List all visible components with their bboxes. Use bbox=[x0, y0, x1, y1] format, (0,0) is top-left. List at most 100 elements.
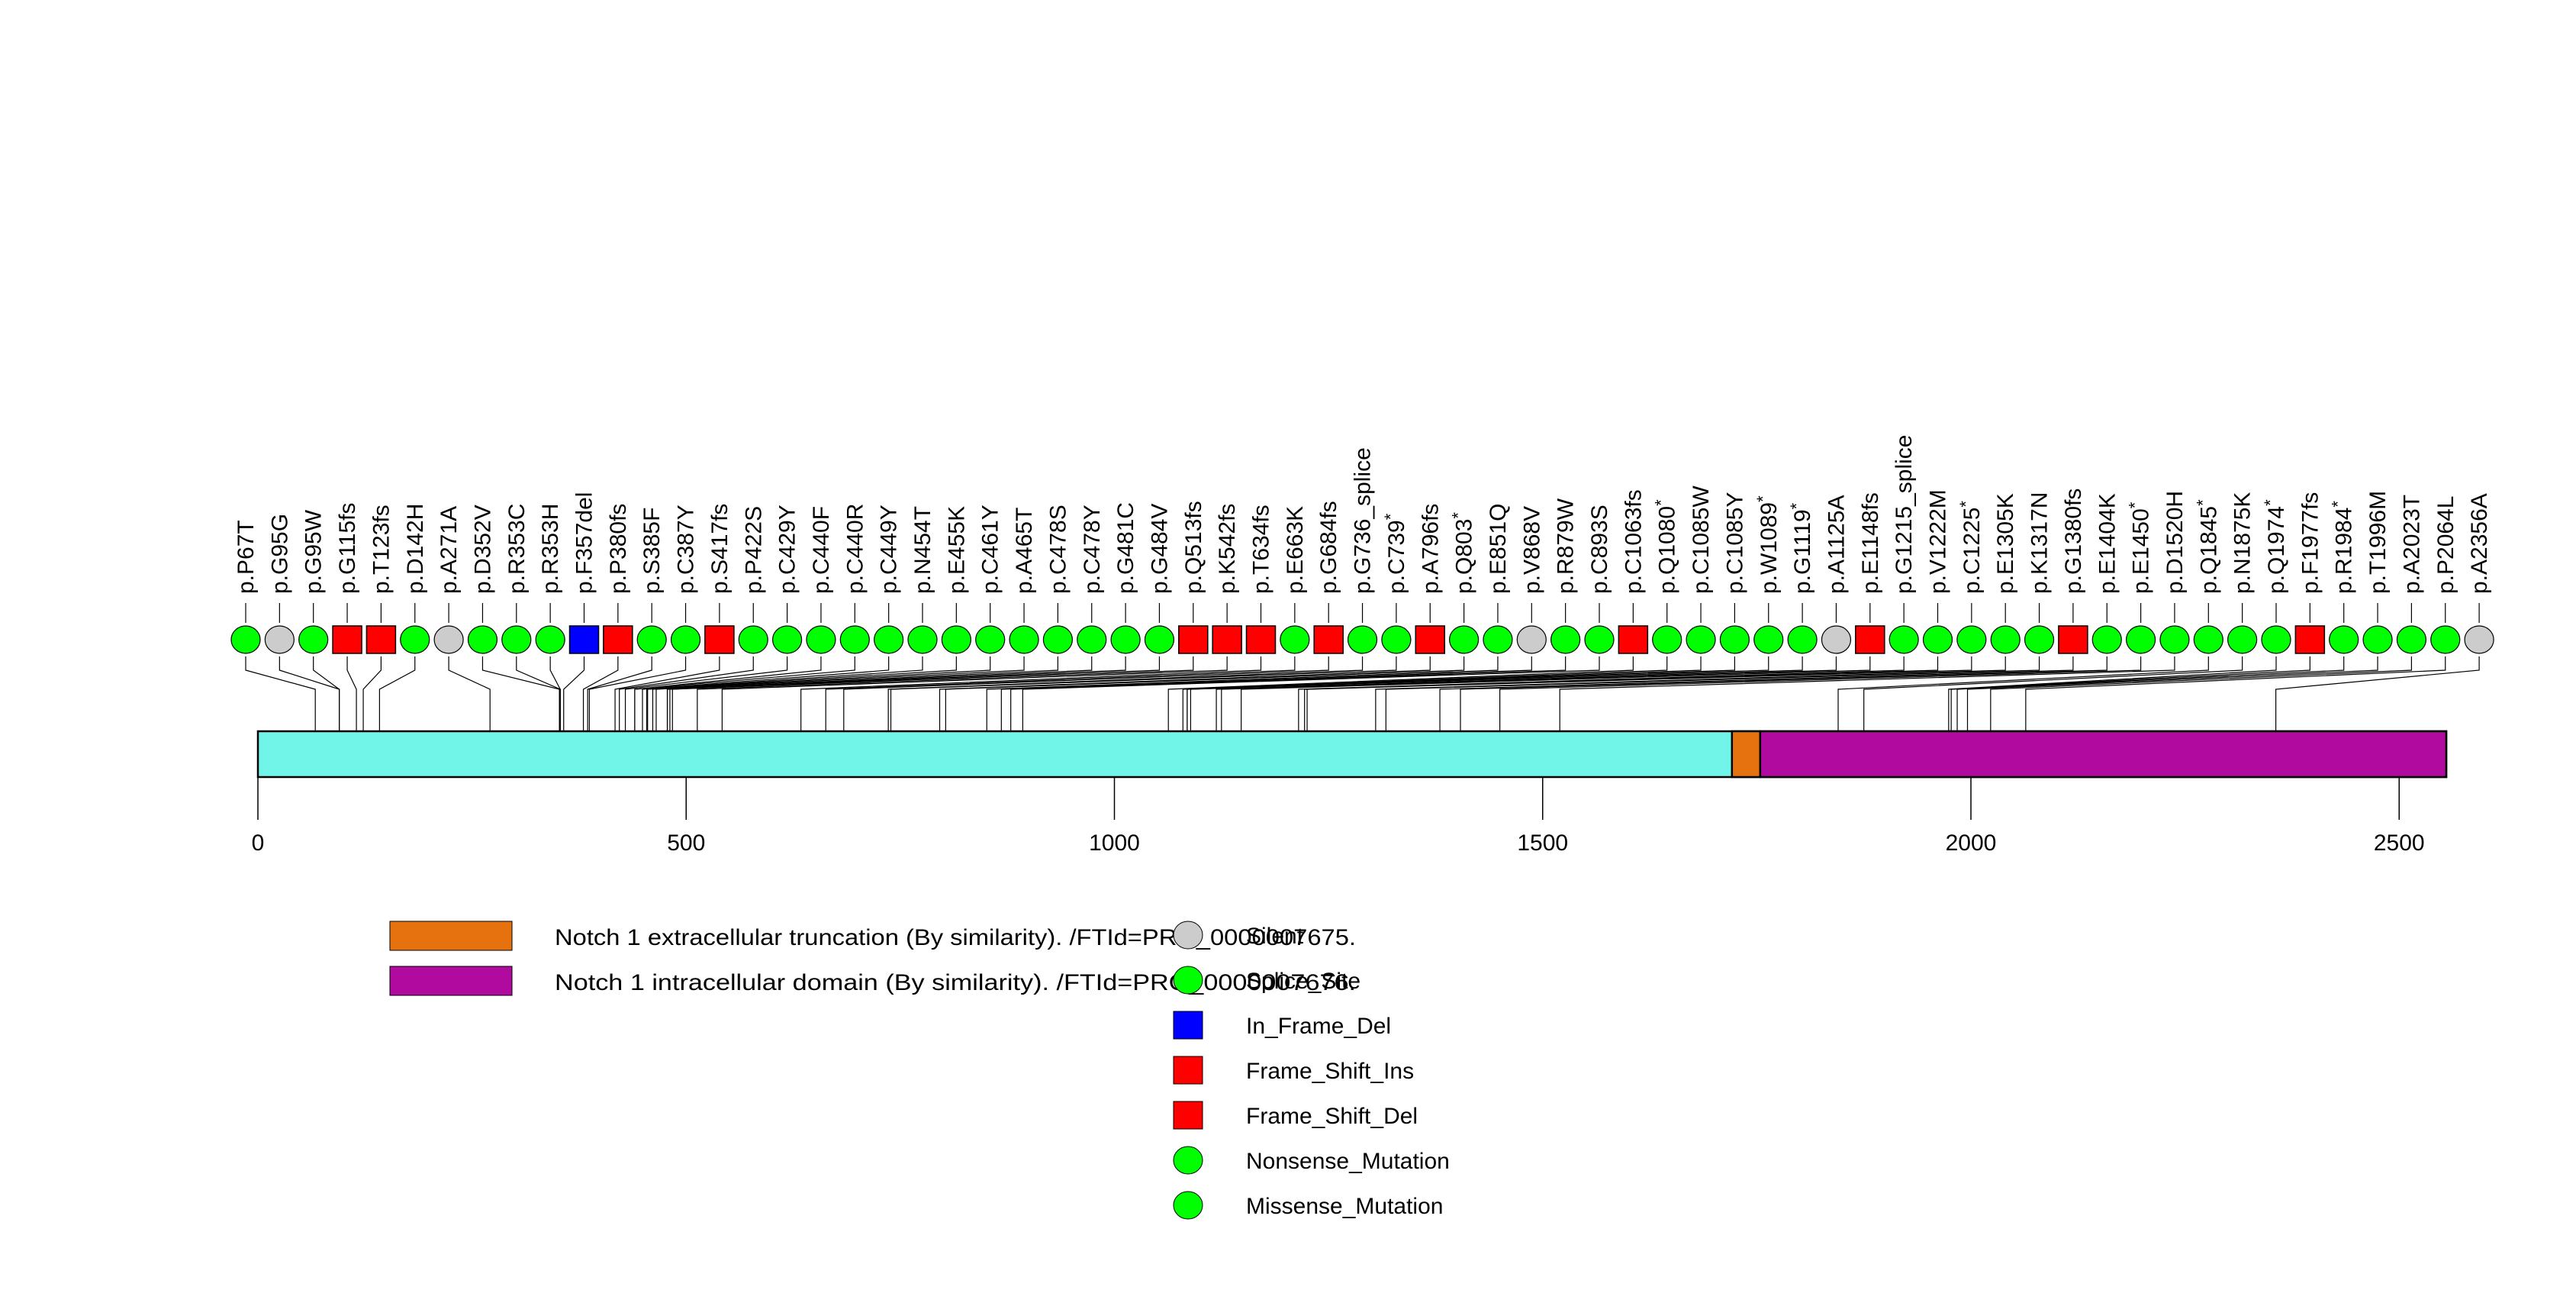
mutation-label: p.G95G bbox=[267, 514, 292, 594]
mutation-label: p.R353C bbox=[504, 504, 530, 594]
mutation-label: p.S385F bbox=[639, 508, 665, 594]
mutation-label: p.C478Y bbox=[1080, 505, 1105, 594]
mutation-label: p.E1450* bbox=[2126, 501, 2154, 594]
mutation-marker bbox=[365, 625, 397, 654]
mutation-marker bbox=[1719, 625, 1750, 654]
mutation-marker bbox=[298, 625, 329, 654]
mutation-marker bbox=[1787, 625, 1818, 654]
legend-type-swatch bbox=[1173, 1011, 1203, 1040]
legend-type-label: In_Frame_Del bbox=[1246, 1014, 1391, 1039]
x-tick-label: 1000 bbox=[1089, 830, 1140, 856]
mutation-marker bbox=[400, 625, 430, 654]
mutation-label: p.R879W bbox=[1554, 498, 1579, 594]
x-tick-label: 500 bbox=[667, 830, 705, 856]
mutation-marker bbox=[1245, 625, 1277, 654]
mutation-label: p.C1063fs bbox=[1621, 489, 1646, 594]
mutation-label: p.R1984* bbox=[2329, 501, 2357, 594]
mutation-marker bbox=[1753, 625, 1784, 654]
mutation-label: p.P67T bbox=[233, 520, 259, 594]
mutation-label: p.G95W bbox=[301, 509, 327, 594]
mutation-marker bbox=[535, 625, 565, 654]
mutation-marker bbox=[670, 625, 701, 654]
mutation-marker bbox=[1686, 625, 1716, 654]
mutation-label: p.E1404K bbox=[2095, 493, 2120, 594]
mutation-marker bbox=[771, 625, 803, 654]
mutation-label: p.G736_splice bbox=[1351, 447, 1376, 594]
mutation-marker bbox=[1212, 625, 1242, 654]
domain-0 bbox=[1731, 730, 1762, 779]
mutation-label: p.V868V bbox=[1519, 506, 1544, 594]
mutation-marker bbox=[2193, 625, 2223, 654]
mutation-label: p.E1148fs bbox=[1858, 492, 1883, 594]
x-tick-label: 1500 bbox=[1517, 830, 1568, 856]
mutation-marker bbox=[1280, 625, 1310, 654]
mutation-marker bbox=[467, 625, 498, 654]
mutation-label: p.G484V bbox=[1147, 504, 1172, 594]
mutation-marker bbox=[2261, 625, 2291, 654]
mutation-label: p.A465T bbox=[1012, 508, 1037, 594]
mutation-marker bbox=[2024, 625, 2055, 654]
mutation-label: p.P2064L bbox=[2433, 496, 2458, 594]
mutation-label: p.A271A bbox=[436, 506, 462, 594]
mutation-marker bbox=[1347, 625, 1378, 654]
mutation-marker bbox=[1652, 625, 1682, 654]
mutation-labels: p.P67T p.G95G p.G95W p.G115fs p.T123fs p.D142… bbox=[233, 435, 2492, 594]
mutation-marker bbox=[1956, 625, 1987, 654]
mutation-marker bbox=[907, 625, 938, 654]
mutation-marker bbox=[1922, 625, 1953, 654]
legend: Notch 1 extracellular truncation (By sim… bbox=[389, 921, 1450, 1220]
legend-type-swatch bbox=[1173, 1056, 1203, 1085]
mutation-marker bbox=[2091, 625, 2122, 654]
mutation-label: p.D352V bbox=[470, 505, 495, 594]
mutation-marker bbox=[636, 625, 667, 654]
legend-type-swatch bbox=[1173, 966, 1203, 995]
mutation-marker bbox=[1821, 625, 1852, 654]
mutation-marker bbox=[2294, 625, 2326, 654]
mutation-label: p.G684fs bbox=[1316, 501, 1341, 594]
mutation-label: p.C1085W bbox=[1689, 485, 1714, 594]
mutation-label: p.C449Y bbox=[877, 505, 902, 594]
mutation-label: p.A2356A bbox=[2467, 493, 2492, 594]
mutation-marker bbox=[2464, 625, 2494, 654]
mutation-marker bbox=[2396, 625, 2426, 654]
mutation-marker bbox=[1110, 625, 1141, 654]
x-tick-label: 2000 bbox=[1946, 830, 1997, 856]
mutation-label: p.A796fs bbox=[1418, 504, 1443, 594]
mutation-label: p.G1380fs bbox=[2061, 489, 2086, 594]
mutation-label: p.C1225* bbox=[1956, 501, 1985, 594]
mutation-marker bbox=[2126, 625, 2156, 654]
mutation-marker bbox=[230, 625, 261, 654]
legend-type-swatch bbox=[1173, 921, 1203, 950]
legend-domain-label: Notch 1 intracellular domain (By similar… bbox=[555, 970, 1356, 995]
mutation-label: p.C478S bbox=[1045, 505, 1071, 594]
mutation-marker bbox=[2329, 625, 2359, 654]
mutation-label: p.C1085Y bbox=[1722, 492, 1747, 594]
mutation-marker bbox=[603, 625, 633, 654]
mutation-marker bbox=[975, 625, 1006, 654]
mutation-label: p.Q513fs bbox=[1181, 501, 1206, 594]
mutation-label: p.G115fs bbox=[335, 502, 360, 594]
mutation-label: p.C429Y bbox=[775, 505, 800, 594]
mutation-label: p.N454T bbox=[910, 506, 935, 594]
mutation-label: p.K1317N bbox=[2027, 492, 2053, 594]
mutation-marker bbox=[941, 625, 971, 654]
legend-type-label: Silent bbox=[1246, 924, 1304, 949]
mutation-marker bbox=[2430, 625, 2461, 654]
mutation-label: p.N1875K bbox=[2230, 492, 2256, 594]
mutation-label: p.Q1845* bbox=[2193, 499, 2221, 594]
mutation-marker bbox=[874, 625, 904, 654]
mutation-marker bbox=[1889, 625, 1919, 654]
legend-type-label: Frame_Shift_Del bbox=[1246, 1104, 1418, 1129]
mutation-marker bbox=[839, 625, 870, 654]
mutation-marker bbox=[1516, 625, 1547, 654]
mutation-marker bbox=[1550, 625, 1581, 654]
domain-1 bbox=[1759, 730, 2448, 779]
x-tick-label: 2500 bbox=[2374, 830, 2425, 856]
protein-backbone-layer bbox=[256, 730, 2448, 779]
mutation-label: p.T1996M bbox=[2365, 491, 2391, 594]
mutation-marker bbox=[1584, 625, 1615, 654]
mutation-label: p.E851Q bbox=[1486, 504, 1511, 594]
mutation-marker bbox=[1144, 625, 1175, 654]
legend-domain-swatch bbox=[389, 966, 513, 996]
